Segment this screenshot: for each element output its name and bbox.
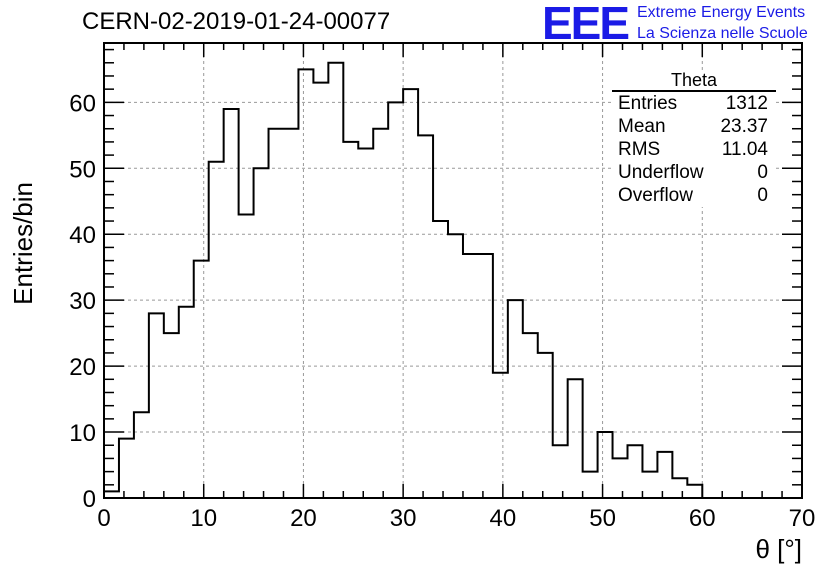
stats-row: Mean 23.37: [612, 115, 776, 138]
stats-row: Underflow 0: [612, 161, 776, 184]
x-tick-label: 40: [490, 505, 517, 532]
y-tick-label: 0: [83, 486, 96, 513]
y-tick-label: 10: [69, 420, 96, 447]
eee-logo: EEE: [542, 0, 630, 49]
y-tick-label: 30: [69, 288, 96, 315]
stats-row: Overflow 0: [612, 184, 776, 207]
histogram-series: [103, 61, 718, 499]
x-axis-label: θ [°]: [755, 534, 802, 564]
x-tick-label: 70: [789, 505, 816, 532]
stats-value: 0: [757, 162, 768, 183]
plot-frame: [103, 42, 803, 499]
stats-label: Entries: [618, 93, 678, 114]
stats-value: 23.37: [720, 116, 768, 137]
x-tick-label: 50: [589, 505, 616, 532]
stats-value: 0: [757, 185, 768, 206]
y-tick-label: 60: [69, 90, 96, 117]
x-tick-label: 0: [97, 505, 110, 532]
logo-line-2: La Scienza nelle Scuole: [637, 25, 808, 42]
x-tick-label: 20: [290, 505, 317, 532]
stats-row: Entries 1312: [612, 92, 776, 115]
y-tick-label: 50: [69, 156, 96, 183]
x-tick-label: 10: [190, 505, 217, 532]
stats-value: 1312: [725, 93, 768, 114]
stats-row: RMS 11.04: [612, 138, 776, 161]
y-axis-label: Entries/bin: [8, 182, 38, 305]
chart-title: CERN-02-2019-01-24-00077: [82, 8, 391, 35]
stats-label: Underflow: [618, 162, 704, 183]
x-tick-label: 60: [689, 505, 716, 532]
x-tick-label: 30: [390, 505, 417, 532]
stats-label: Mean: [618, 116, 666, 137]
stats-label: Overflow: [618, 185, 693, 206]
logo-line-1: Extreme Energy Events: [637, 4, 806, 21]
stats-title: Theta: [612, 70, 776, 92]
stats-value: 11.04: [721, 139, 768, 160]
axis-ticks: [103, 43, 803, 499]
y-tick-label: 20: [69, 354, 96, 381]
tick-labels: 0 10 20 30 40 50 60 70 0 10 20 30 40 50 60: [69, 90, 815, 532]
stats-box: Theta Entries 1312 Mean 23.37 RMS 11.04 Underf…: [612, 70, 776, 207]
stats-label: RMS: [618, 139, 661, 160]
y-tick-label: 40: [69, 222, 96, 249]
